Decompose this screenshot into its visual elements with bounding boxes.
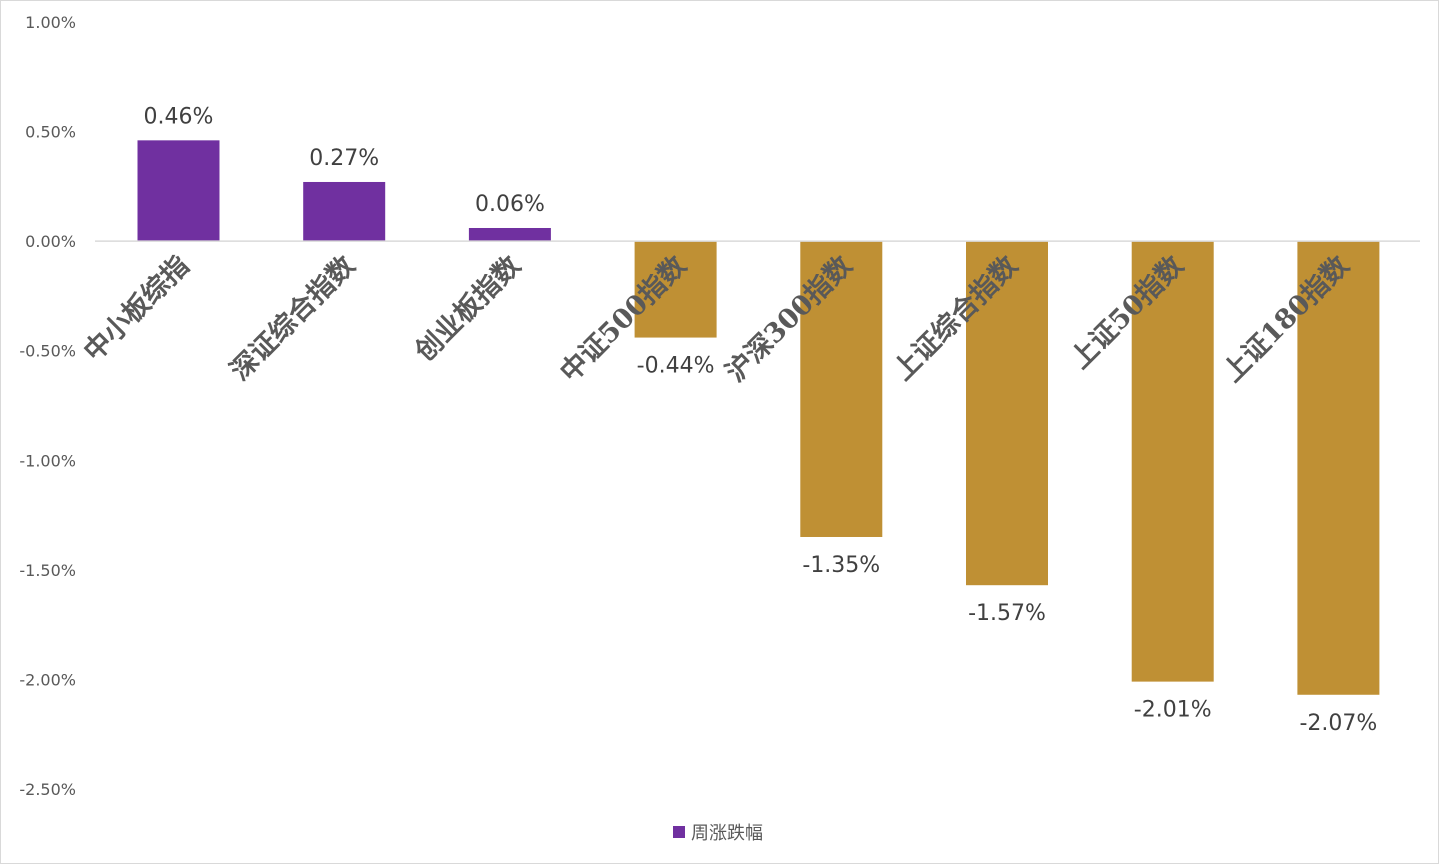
bar bbox=[468, 227, 551, 242]
bar bbox=[1131, 241, 1214, 682]
data-label: -2.07% bbox=[1299, 711, 1377, 736]
bar bbox=[303, 181, 386, 242]
data-label: -1.35% bbox=[802, 553, 880, 578]
value-labels: 0.46% 0.27% 0.06% -0.44% -1.35% -1.57% -2.01% -… bbox=[144, 104, 1378, 735]
data-label: 0.46% bbox=[144, 104, 214, 129]
bar bbox=[1297, 241, 1380, 695]
bar bbox=[634, 241, 717, 338]
x-tick-label: 创业板指数 bbox=[409, 249, 528, 368]
y-tick-label: -1.00% bbox=[19, 451, 76, 470]
y-tick-label: 1.00% bbox=[25, 13, 76, 32]
data-label: 0.27% bbox=[309, 146, 379, 171]
x-tick-label: 中小板综指 bbox=[77, 249, 195, 367]
data-label: -0.44% bbox=[637, 354, 715, 379]
y-tick-label: 0.00% bbox=[25, 232, 76, 251]
bars bbox=[137, 140, 1380, 695]
y-tick-label: -2.50% bbox=[19, 780, 76, 799]
x-tick-label: 深证综合指数 bbox=[224, 249, 362, 387]
data-label: -2.01% bbox=[1134, 698, 1212, 723]
y-tick-label: -2.00% bbox=[19, 670, 76, 689]
bar bbox=[966, 241, 1048, 586]
legend-swatch bbox=[673, 826, 685, 838]
y-tick-label: -0.50% bbox=[19, 342, 76, 361]
y-tick-label: 0.50% bbox=[25, 123, 76, 142]
bar bbox=[137, 140, 220, 242]
y-tick-label: -1.50% bbox=[19, 561, 76, 580]
bar bbox=[800, 241, 883, 537]
data-label: 0.06% bbox=[475, 192, 545, 217]
legend: 周涨跌幅 bbox=[673, 823, 763, 844]
data-label: -1.57% bbox=[968, 601, 1046, 626]
y-axis: 1.00% 0.50% 0.00% -0.50% -1.00% -1.50% -2.00% -… bbox=[19, 13, 76, 799]
legend-label: 周涨跌幅 bbox=[691, 823, 763, 844]
